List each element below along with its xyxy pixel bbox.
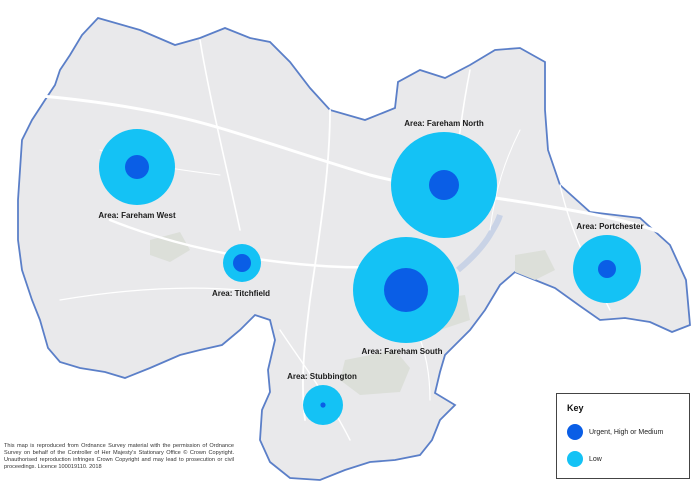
- area-label-fareham-south: Area: Fareham South: [362, 347, 443, 356]
- parks: [150, 232, 555, 395]
- urgent-bubble-titchfield: [233, 254, 251, 272]
- area-bubbles: Area: Fareham West Area: Titchfield Area…: [98, 119, 644, 425]
- urgent-bubble-fareham-west: [125, 155, 149, 179]
- copyright-notice: This map is reproduced from Ordnance Sur…: [4, 443, 234, 470]
- urgent-bubble-fareham-north: [429, 170, 459, 200]
- area-portchester[interactable]: Area: Portchester: [573, 222, 644, 303]
- area-label-stubbington: Area: Stubbington: [287, 372, 357, 381]
- key-item-low: Low: [567, 451, 602, 467]
- key-title: Key: [567, 403, 584, 413]
- roads: [28, 39, 682, 441]
- area-label-portchester: Area: Portchester: [576, 222, 643, 231]
- area-label-fareham-north: Area: Fareham North: [404, 119, 484, 128]
- key-label-urgent: Urgent, High or Medium: [589, 428, 664, 436]
- area-label-titchfield: Area: Titchfield: [212, 289, 270, 298]
- key-label-low: Low: [589, 455, 602, 463]
- area-fareham-south[interactable]: Area: Fareham South: [353, 237, 459, 356]
- map-key: Key Urgent, High or Medium Low: [556, 393, 690, 479]
- urgent-bubble-fareham-south: [384, 268, 428, 312]
- area-stubbington[interactable]: Area: Stubbington: [287, 372, 357, 425]
- river: [456, 214, 503, 273]
- urgent-bubble-portchester: [598, 260, 616, 278]
- area-fareham-north[interactable]: Area: Fareham North: [391, 119, 497, 238]
- urgent-swatch-icon: [567, 424, 583, 440]
- borough-boundary: [17, 16, 691, 481]
- area-titchfield[interactable]: Area: Titchfield: [212, 244, 270, 298]
- area-fareham-west[interactable]: Area: Fareham West: [98, 129, 176, 220]
- urgent-bubble-stubbington: [320, 402, 326, 408]
- key-item-urgent: Urgent, High or Medium: [567, 424, 663, 440]
- low-swatch-icon: [567, 451, 583, 467]
- area-label-fareham-west: Area: Fareham West: [98, 211, 176, 220]
